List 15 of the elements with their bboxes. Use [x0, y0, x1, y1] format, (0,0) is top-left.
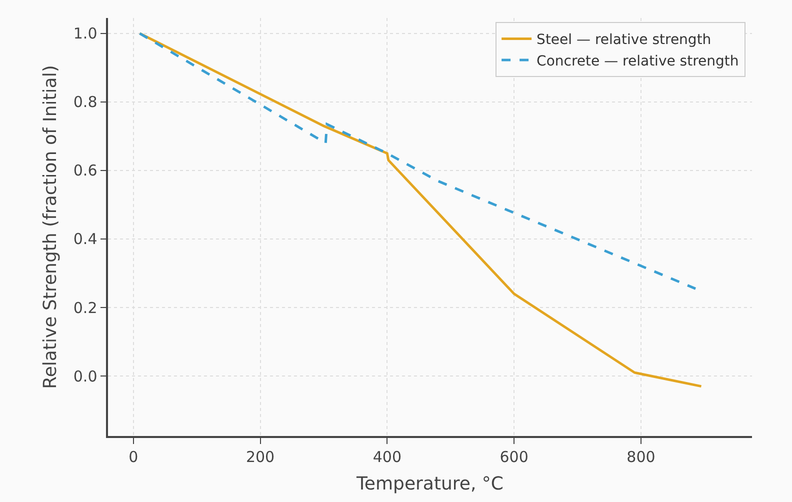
x-tick-label: 800 — [626, 448, 656, 466]
y-tick-label: 0.4 — [73, 230, 98, 248]
y-tick-label: 0.6 — [73, 162, 98, 180]
y-tick-label: 0.0 — [73, 367, 98, 386]
y-tick-label: 0.2 — [73, 298, 98, 317]
x-tick-label: 600 — [500, 448, 528, 466]
y-axis-title: Relative Strength (fraction of Initial) — [40, 65, 62, 389]
x-tick-label: 0 — [128, 448, 138, 466]
x-axis-title: Temperature, °C — [355, 473, 504, 494]
x-tick-label: 200 — [246, 448, 275, 466]
legend-label: Steel — relative strength — [536, 32, 712, 48]
y-tick-label: 1.0 — [73, 24, 98, 43]
y-tick-label: 0.8 — [73, 93, 98, 112]
legend-label: Concrete — relative strength — [536, 53, 739, 70]
x-tick-label: 400 — [372, 448, 402, 466]
